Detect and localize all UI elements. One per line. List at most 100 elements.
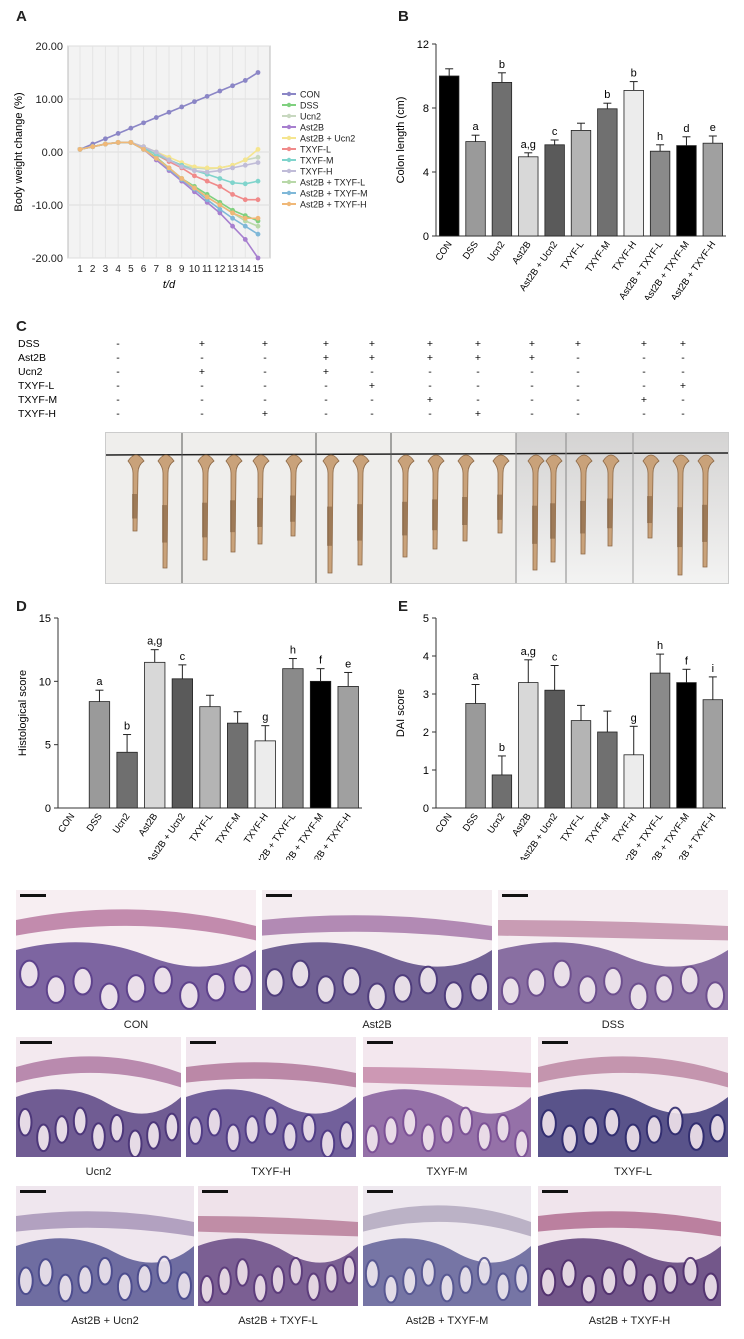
y-tick-label: -10.00	[32, 200, 63, 212]
x-tick-label: TXYF-H	[242, 811, 271, 846]
histology-caption: TXYF-L	[614, 1166, 652, 1178]
bar	[702, 142, 723, 237]
treatment-mark: +	[427, 394, 433, 406]
significance-label: i	[712, 663, 714, 675]
treatment-mark: -	[642, 352, 646, 364]
scale-bar	[20, 1041, 52, 1044]
x-tick-label: 3	[103, 264, 109, 275]
crypt	[641, 1273, 658, 1303]
colon-stool	[132, 494, 137, 519]
histology-drawing	[498, 890, 728, 1010]
data-point	[242, 223, 248, 229]
treatment-mark: +	[323, 366, 329, 378]
treatment-mark: -	[200, 394, 204, 406]
treatment-mark: +	[199, 366, 205, 378]
data-point	[255, 70, 261, 75]
treatment-mark: -	[263, 394, 267, 406]
data-point	[192, 185, 197, 191]
bar	[227, 722, 249, 809]
data-point	[230, 192, 235, 197]
crypt	[418, 965, 438, 995]
treatment-mark: +	[199, 338, 205, 350]
treatment-mark: +	[369, 352, 375, 364]
data-point	[242, 78, 248, 83]
treatment-mark: -	[530, 366, 534, 378]
crypt	[603, 1107, 621, 1137]
data-point	[128, 125, 134, 131]
treatment-mark: +	[475, 408, 481, 420]
significance-label: g	[262, 712, 268, 724]
crypt	[495, 1272, 511, 1302]
bar	[623, 754, 644, 809]
y-axis-label: Histological score	[17, 670, 29, 756]
x-tick-label: TXYF-M	[584, 811, 613, 846]
crypt	[540, 1109, 557, 1138]
treatment-mark: -	[324, 408, 328, 420]
crypt	[125, 974, 147, 1003]
treatment-mark: -	[642, 380, 646, 392]
crypt	[392, 974, 413, 1003]
legend-entry: Ast2B + TXYF-L	[300, 178, 365, 188]
legend-marker	[286, 201, 292, 207]
crypt	[621, 1258, 638, 1287]
histology-caption: Ast2B + TXYF-M	[405, 1315, 489, 1327]
crypt	[45, 975, 67, 1004]
bar	[465, 703, 486, 809]
significance-label: h	[657, 131, 663, 143]
crypt	[705, 981, 726, 1010]
colon-stool	[290, 495, 295, 522]
colon-stool	[607, 498, 612, 529]
histology-caption: Ast2B + TXYF-L	[238, 1315, 318, 1327]
histology-image	[363, 1186, 531, 1306]
panel-label-e: E	[398, 598, 409, 615]
data-point	[128, 140, 134, 145]
crypt	[469, 972, 490, 1002]
histology-drawing	[16, 890, 256, 1010]
bar	[676, 145, 697, 237]
significance-label: a,g	[147, 636, 162, 648]
data-point	[255, 197, 261, 203]
data-point	[217, 168, 223, 173]
legend-entry: TXYF-M	[300, 156, 334, 166]
muscle-layer	[262, 915, 492, 941]
crypt	[136, 1264, 153, 1293]
crypt	[443, 981, 464, 1010]
colon-stool	[550, 503, 555, 539]
significance-label: b	[499, 59, 505, 71]
colon-photo-drawing	[106, 433, 728, 583]
treatment-mark: +	[262, 408, 268, 420]
crypt	[662, 1265, 679, 1294]
bar	[676, 682, 697, 809]
muscle-layer	[363, 1205, 531, 1237]
colon-stool	[580, 500, 585, 534]
crypt	[402, 1107, 418, 1137]
x-tick-label: 7	[154, 264, 160, 275]
data-point	[217, 88, 223, 94]
data-point	[242, 157, 248, 163]
crypt	[156, 1255, 173, 1285]
y-tick-label: 0.00	[42, 147, 63, 159]
scale-bar	[502, 894, 528, 897]
x-tick-label: 13	[227, 264, 239, 275]
treatment-mark: +	[427, 352, 433, 364]
data-point	[217, 176, 223, 181]
treatment-mark: -	[370, 394, 374, 406]
bar	[171, 678, 193, 809]
significance-label: g	[631, 712, 637, 724]
data-point	[153, 149, 159, 155]
crypt	[383, 1116, 399, 1145]
crypt	[176, 1271, 192, 1300]
treatment-mark: +	[475, 352, 481, 364]
histology-drawing	[16, 1186, 194, 1306]
treatment-table: DSS - + + + + + + + + + + Ast2B - - - + + + + + - - - Ucn2 - + - + - -…	[18, 338, 686, 420]
significance-label: e	[710, 122, 716, 134]
x-tick-label: 2	[90, 264, 96, 275]
colon-stool	[497, 494, 502, 520]
y-axis-label: DAI score	[395, 689, 407, 737]
crypt	[99, 982, 120, 1010]
data-point	[204, 178, 210, 184]
treatment-mark: -	[642, 408, 646, 420]
significance-label: c	[552, 126, 558, 138]
treatment-mark: -	[530, 394, 534, 406]
